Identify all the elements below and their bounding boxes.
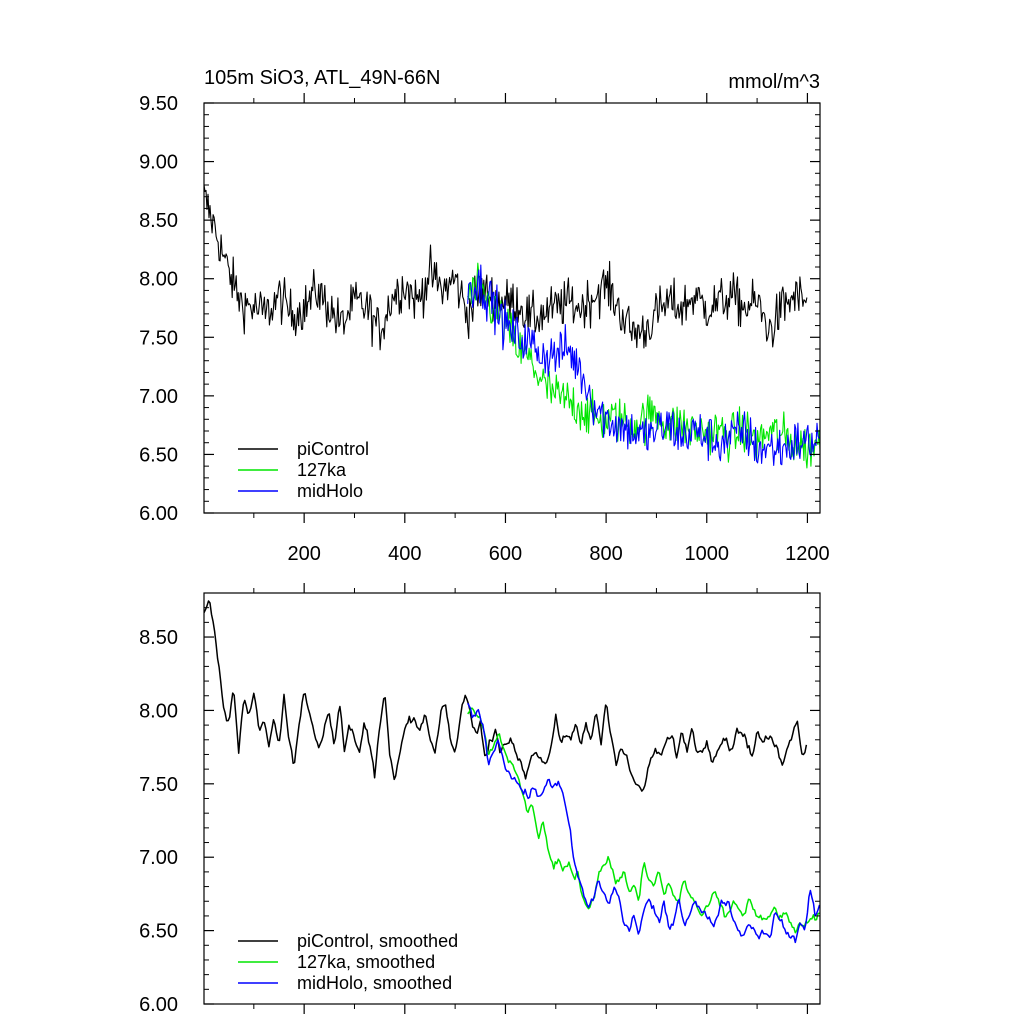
y-tick-label: 6.00 [139,503,178,525]
y-tick-label: 7.00 [139,847,178,869]
x-tick-label: 1000 [685,543,730,565]
legend-label: 127ka [297,460,347,480]
y-tick-label: 8.50 [139,627,178,649]
y-tick-label: 6.00 [139,994,178,1016]
x-tick-label: 800 [589,543,622,565]
y-tick-label: 8.00 [139,700,178,722]
legend-label: midHolo, smoothed [297,973,452,993]
y-tick-label: 9.00 [139,152,178,174]
series-line-picontrol-smoothed [204,600,808,792]
legend-label: piControl [297,439,369,459]
x-tick-label: 1200 [785,543,830,565]
top-panel-frame [203,102,821,514]
legend-label: 127ka, smoothed [297,952,435,972]
bottom-panel: 6.00 6.50 7.00 7.50 8.00 8.50 piControl, smoo… [139,583,821,1016]
x-tick-label: 200 [287,543,320,565]
legend-label: piControl, smoothed [297,931,458,951]
bottom-panel-ticks: 6.00 6.50 7.00 7.50 8.00 8.50 [139,583,820,1016]
series-line-127ka-smoothed [467,707,820,934]
y-tick-label: 7.50 [139,327,178,349]
legend-label: midHolo [297,481,363,501]
top-panel-marks [204,184,820,469]
y-tick-label: 7.00 [139,386,178,408]
y-tick-label: 6.50 [139,444,178,466]
x-tick-label: 400 [388,543,421,565]
bottom-panel-marks [204,600,820,944]
y-tick-label: 6.50 [139,921,178,943]
chart-units: mmol/m^3 [728,71,820,93]
y-tick-label: 9.50 [139,93,178,115]
y-tick-label: 7.50 [139,774,178,796]
y-tick-label: 8.50 [139,210,178,232]
top-panel: 105m SiO3, ATL_49N-66N mmol/m^3 6.00 6.50… [139,67,830,565]
series-line-midholo-smoothed [467,702,820,944]
y-tick-label: 8.00 [139,269,178,291]
chart-title: 105m SiO3, ATL_49N-66N [204,67,440,89]
top-panel-ticks: 6.00 6.50 7.00 7.50 8.00 8.50 9.00 9.50 200 400 60… [139,93,830,565]
series-line-midholo [467,264,820,466]
x-tick-label: 600 [489,543,522,565]
